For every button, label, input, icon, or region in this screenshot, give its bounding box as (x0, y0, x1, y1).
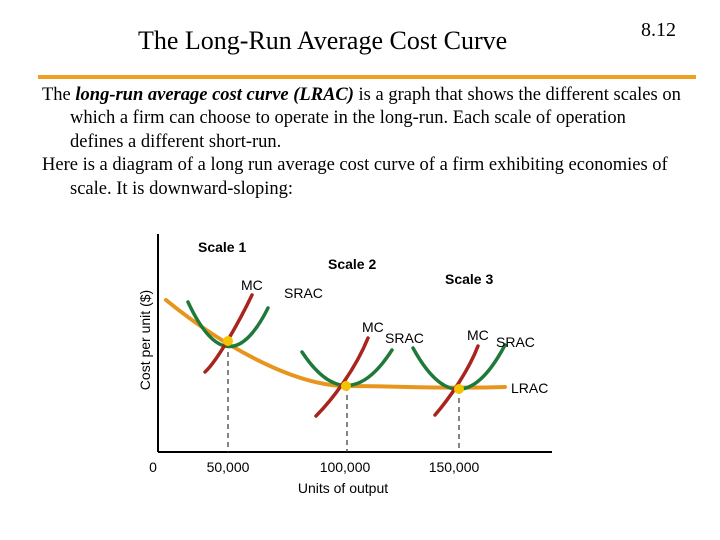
x-tick-150000: 150,000 (429, 459, 480, 475)
x-axis-label: Units of output (298, 480, 388, 496)
lrac-point-scale-3 (454, 384, 464, 394)
slide-title: The Long-Run Average Cost Curve (138, 26, 508, 55)
definition-text: is a graph that shows the different scal… (70, 85, 681, 152)
body-text: The long-run average cost curve (LRAC) i… (42, 84, 682, 201)
defined-term: long-run average cost curve (LRAC) (75, 85, 354, 105)
lrac-label: LRAC (511, 380, 548, 396)
srac-curve-scale-1 (186, 300, 270, 349)
srac-label-scale-3: SRAC (496, 334, 535, 350)
srac-label-scale-1: SRAC (284, 285, 323, 301)
x-tick-100000: 100,000 (320, 459, 371, 475)
lrac-point-scale-2 (341, 381, 351, 391)
definition-lead: The (42, 85, 76, 105)
lrac-point-scale-1 (223, 336, 233, 346)
definition-paragraph: The long-run average cost curve (LRAC) i… (42, 84, 682, 154)
mc-curve-scale-3 (433, 344, 480, 417)
scale-3-label: Scale 3 (445, 271, 493, 287)
scale-2-label: Scale 2 (328, 256, 376, 272)
mc-label-scale-3: MC (467, 327, 489, 343)
y-axis-label: Cost per unit ($) (137, 290, 153, 390)
mc-label-scale-1: MC (241, 277, 263, 293)
diagram-intro-paragraph: Here is a diagram of a long run average … (42, 155, 668, 199)
slide-number: 8.12 (641, 19, 676, 41)
x-tick-50000: 50,000 (207, 459, 250, 475)
scale-1-label: Scale 1 (198, 239, 246, 255)
srac-label-scale-2: SRAC (385, 330, 424, 346)
x-tick-0: 0 (149, 459, 157, 475)
mc-label-scale-2: MC (362, 319, 384, 335)
title-divider (38, 75, 696, 79)
